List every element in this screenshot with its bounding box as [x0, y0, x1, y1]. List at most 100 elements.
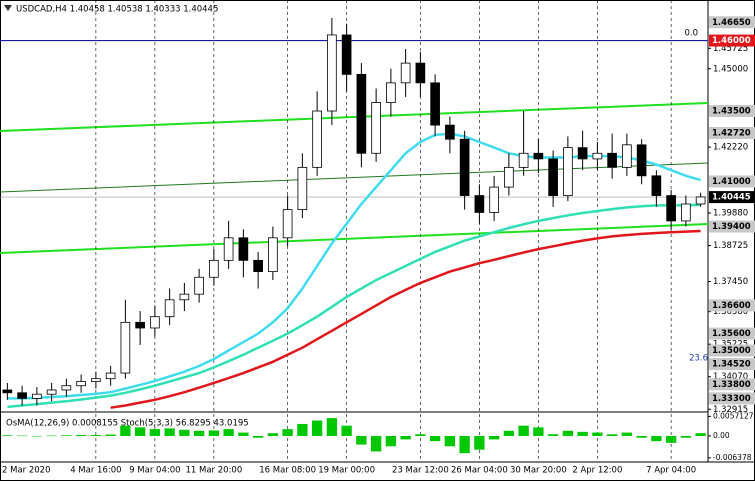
osma-bar — [179, 429, 190, 436]
osma-bar — [488, 435, 500, 440]
osma-bar — [75, 434, 87, 436]
level-box — [709, 126, 755, 139]
osma-bar — [90, 434, 102, 436]
osma-bar — [46, 435, 57, 437]
osma-bar — [474, 435, 485, 450]
osma-bar — [356, 435, 367, 445]
osma-bar — [326, 418, 338, 436]
key-level-label: 1.46000 — [712, 36, 751, 46]
level-box — [709, 378, 755, 391]
osma-bar — [651, 435, 662, 442]
current-price-box — [709, 191, 755, 204]
key-level-box — [709, 34, 755, 47]
candle-body — [179, 293, 190, 301]
trend-line — [0, 102, 709, 132]
osma-bar — [134, 427, 146, 436]
candle-body — [518, 152, 529, 168]
candle-body — [504, 166, 514, 188]
candle-body — [76, 381, 86, 387]
level-label: 1.35600 — [712, 329, 751, 339]
candle-body — [563, 147, 573, 196]
x-tick-label: 11 Mar 20:00 — [185, 466, 242, 476]
candle-body — [415, 62, 426, 84]
candle-body — [445, 124, 455, 140]
candle-body — [474, 195, 485, 213]
x-tick-label: 16 Mar 08:00 — [259, 466, 316, 476]
candle-body — [2, 389, 13, 394]
osc-tick-label: -0.006378 — [713, 453, 752, 462]
osma-bar — [370, 435, 382, 452]
osma-bar — [533, 427, 544, 436]
osma-bar — [341, 425, 352, 436]
candle-body — [17, 392, 27, 399]
osma-bar — [238, 432, 249, 436]
x-tick-label: 7 Apr 04:00 — [646, 466, 696, 476]
x-tick-label: 2 Mar 2020 — [2, 466, 50, 476]
trend-line — [0, 162, 709, 193]
osma-bar — [518, 425, 529, 436]
x-tick-label: 4 Mar 16:00 — [70, 466, 121, 476]
x-tick-label: 30 Mar 20:00 — [510, 466, 567, 476]
candle-body — [135, 321, 145, 329]
osma-bar — [621, 432, 633, 436]
candle-body — [46, 389, 57, 395]
x-tick-label: 9 Mar 04:00 — [129, 466, 180, 476]
osma-bar — [577, 431, 588, 436]
candle-body — [268, 237, 278, 273]
level-box — [709, 220, 755, 233]
moving-average — [110, 229, 701, 409]
candle-body — [297, 166, 308, 211]
osma-bar — [193, 430, 205, 436]
oscillator-title: OsMA(12,26,9) 0.0008155 Stoch(5,3,3) 56.… — [6, 419, 249, 429]
osma-bar — [16, 435, 28, 437]
candle-body — [622, 144, 632, 168]
level-label: 1.35000 — [712, 346, 751, 356]
candle-body — [400, 62, 411, 84]
moving-average — [7, 203, 701, 409]
y-tick-label: 1.39880 — [713, 209, 748, 219]
osma-bar — [149, 429, 161, 436]
candle-body — [695, 196, 706, 205]
candle-body — [533, 152, 544, 160]
fib-label: 23.6 — [689, 354, 708, 364]
osma-bar — [665, 435, 677, 443]
candle-body — [238, 237, 249, 261]
x-tick-label: 26 Mar 04:00 — [451, 466, 508, 476]
candle-body — [194, 276, 204, 295]
y-tick-label: 1.38725 — [713, 241, 748, 251]
candle-body — [91, 378, 101, 382]
osma-bar — [2, 435, 13, 436]
level-box — [709, 299, 755, 312]
level-label: 1.43500 — [712, 107, 751, 117]
osma-bar — [695, 433, 706, 436]
level-box — [709, 105, 755, 118]
candle-body — [327, 34, 337, 112]
fib-label: 0.0 — [684, 29, 698, 39]
candle-body — [607, 152, 617, 168]
osma-bar — [267, 433, 279, 436]
x-tick-label: 19 Mar 00:00 — [318, 466, 375, 476]
y-tick-label: 1.36380 — [713, 307, 748, 317]
level-box — [709, 175, 755, 188]
osma-bar — [105, 434, 116, 436]
candle-body — [105, 372, 116, 380]
y-tick-label: 1.45000 — [713, 64, 748, 74]
y-tick-label: 1.34070 — [713, 372, 748, 382]
osma-bar — [459, 435, 470, 454]
osma-bar — [120, 425, 131, 436]
level-box — [709, 358, 755, 371]
candle-body — [312, 110, 322, 168]
osma-bar — [385, 435, 397, 447]
level-label: 1.46650 — [712, 18, 751, 28]
candle-body — [666, 195, 676, 222]
osma-bar — [311, 420, 323, 436]
osma-bar — [429, 435, 441, 442]
current-price-label: 1.40445 — [712, 193, 751, 203]
level-label: 1.36600 — [712, 301, 751, 311]
osma-bar — [503, 430, 515, 436]
osma-bar — [680, 435, 692, 438]
candle-body — [430, 82, 440, 126]
candle-body — [32, 393, 42, 399]
osma-bar — [31, 435, 43, 437]
